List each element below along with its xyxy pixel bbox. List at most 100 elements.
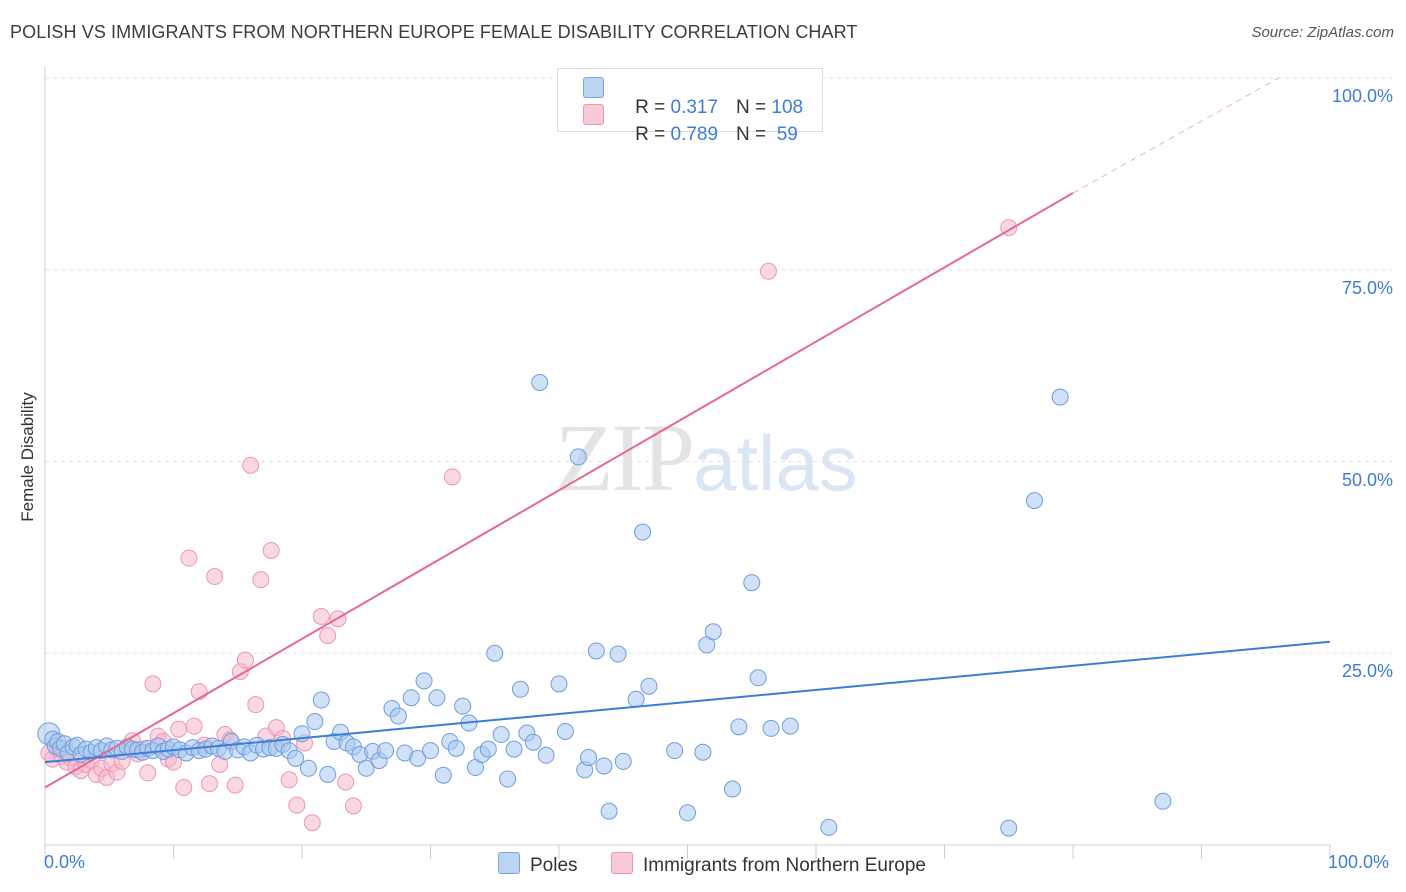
immigrants-point bbox=[206, 568, 224, 586]
legend-n-immigrants: 59 bbox=[771, 124, 798, 145]
immigrants-point bbox=[185, 717, 203, 735]
poles-point bbox=[569, 448, 587, 466]
watermark-atlas: atlas bbox=[693, 419, 858, 507]
legend-swatch-poles bbox=[583, 77, 604, 98]
immigrants-point bbox=[175, 778, 193, 796]
poles-point bbox=[749, 669, 767, 687]
poles-point bbox=[415, 672, 433, 690]
grid-lines bbox=[45, 77, 1392, 654]
poles-point bbox=[762, 719, 780, 737]
legend-r-poles: 0.317 bbox=[670, 97, 719, 118]
y-tick-label: 75.0% bbox=[1341, 277, 1393, 298]
chart-title: POLISH VS IMMIGRANTS FROM NORTHERN EUROP… bbox=[10, 22, 858, 42]
poles-points bbox=[37, 373, 1172, 837]
poles-point bbox=[781, 717, 799, 735]
immigrants-point bbox=[139, 764, 157, 782]
poles-point bbox=[389, 707, 407, 725]
immigrants-trend-line bbox=[44, 192, 1074, 789]
immigrants-point bbox=[252, 571, 270, 589]
correlation-legend: R = 0.317 N = 108 R = 0.789 N = 59 bbox=[557, 68, 823, 145]
immigrants-trend-extension bbox=[1072, 77, 1279, 194]
y-tick-label: 50.0% bbox=[1341, 469, 1393, 490]
poles-point bbox=[609, 645, 627, 663]
legend-n-label: N = bbox=[736, 97, 772, 118]
trend-lines bbox=[44, 77, 1331, 789]
immigrants-point bbox=[344, 797, 362, 815]
poles-point bbox=[820, 818, 838, 836]
immigrants-point bbox=[236, 651, 254, 669]
immigrants-point bbox=[443, 468, 461, 486]
poles-point bbox=[537, 746, 555, 764]
poles-point bbox=[694, 743, 712, 761]
poles-point bbox=[524, 733, 542, 751]
poles-point bbox=[492, 726, 510, 744]
immigrants-swatch bbox=[611, 852, 633, 874]
poles-point bbox=[357, 759, 375, 777]
poles-point bbox=[1025, 492, 1043, 510]
immigrants-point bbox=[247, 696, 265, 714]
poles-point bbox=[447, 739, 465, 757]
legend-row-poles: R = 0.317 N = 108 bbox=[583, 75, 803, 118]
poles-point bbox=[640, 677, 658, 695]
poles-point bbox=[299, 759, 317, 777]
poles-point bbox=[679, 804, 696, 822]
poles-point bbox=[600, 802, 618, 820]
immigrants-point bbox=[180, 549, 198, 567]
poles-point bbox=[550, 675, 568, 693]
poles-point bbox=[479, 740, 497, 758]
y-tick-label: 100.0% bbox=[1331, 86, 1393, 106]
poles-point bbox=[531, 373, 549, 391]
immigrants-point bbox=[312, 607, 330, 625]
poles-point bbox=[377, 742, 395, 760]
legend-n-label: N = bbox=[736, 124, 772, 145]
y-tick-label: 25.0% bbox=[1341, 661, 1393, 682]
immigrants-point bbox=[144, 675, 162, 693]
poles-point bbox=[634, 523, 652, 541]
poles-point bbox=[595, 757, 613, 775]
immigrants-point bbox=[303, 814, 321, 832]
poles-point bbox=[422, 742, 439, 760]
immigrants-point bbox=[226, 776, 244, 794]
legend-label-poles: Poles bbox=[530, 855, 578, 876]
immigrants-point bbox=[288, 796, 306, 814]
legend-label-immigrants: Immigrants from Northern Europe bbox=[643, 855, 926, 876]
immigrants-point bbox=[337, 773, 355, 791]
legend-r-immigrants: 0.789 bbox=[670, 124, 719, 145]
y-axis-label: Female Disability bbox=[18, 392, 37, 522]
x-tick-label-max: 100.0% bbox=[1328, 852, 1390, 872]
immigrants-point bbox=[280, 771, 298, 789]
poles-point bbox=[454, 697, 472, 715]
poles-point bbox=[1051, 388, 1069, 406]
axes bbox=[44, 66, 1331, 859]
legend-n-poles: 108 bbox=[771, 97, 804, 118]
poles-point bbox=[287, 749, 305, 767]
x-tick-label-min: 0.0% bbox=[44, 852, 86, 872]
poles-point bbox=[730, 718, 748, 736]
poles-point bbox=[511, 680, 529, 698]
poles-trend-line bbox=[44, 640, 1331, 764]
immigrants-point bbox=[759, 262, 777, 280]
poles-point bbox=[428, 689, 446, 707]
immigrants-point bbox=[262, 541, 280, 559]
poles-point bbox=[499, 770, 517, 788]
poles-point bbox=[580, 749, 598, 767]
poles-point bbox=[402, 689, 420, 707]
poles-point bbox=[434, 766, 452, 784]
poles-point bbox=[666, 742, 684, 760]
source-label: Source: ZipAtlas.com bbox=[1251, 24, 1394, 41]
poles-point bbox=[704, 623, 722, 641]
immigrants-point bbox=[170, 720, 188, 738]
legend-item-immigrants[interactable]: Immigrants from Northern Europe bbox=[611, 852, 926, 876]
immigrants-point bbox=[200, 775, 218, 793]
poles-point bbox=[587, 642, 605, 660]
poles-point bbox=[319, 765, 337, 783]
poles-swatch bbox=[498, 852, 520, 874]
poles-point bbox=[556, 722, 574, 740]
immigrants-point bbox=[319, 627, 337, 645]
poles-point bbox=[312, 691, 330, 709]
legend-r-label: R = bbox=[635, 124, 671, 145]
legend-r-label: R = bbox=[635, 97, 671, 118]
poles-point bbox=[1000, 819, 1018, 837]
legend-item-poles[interactable]: Poles bbox=[498, 852, 578, 876]
